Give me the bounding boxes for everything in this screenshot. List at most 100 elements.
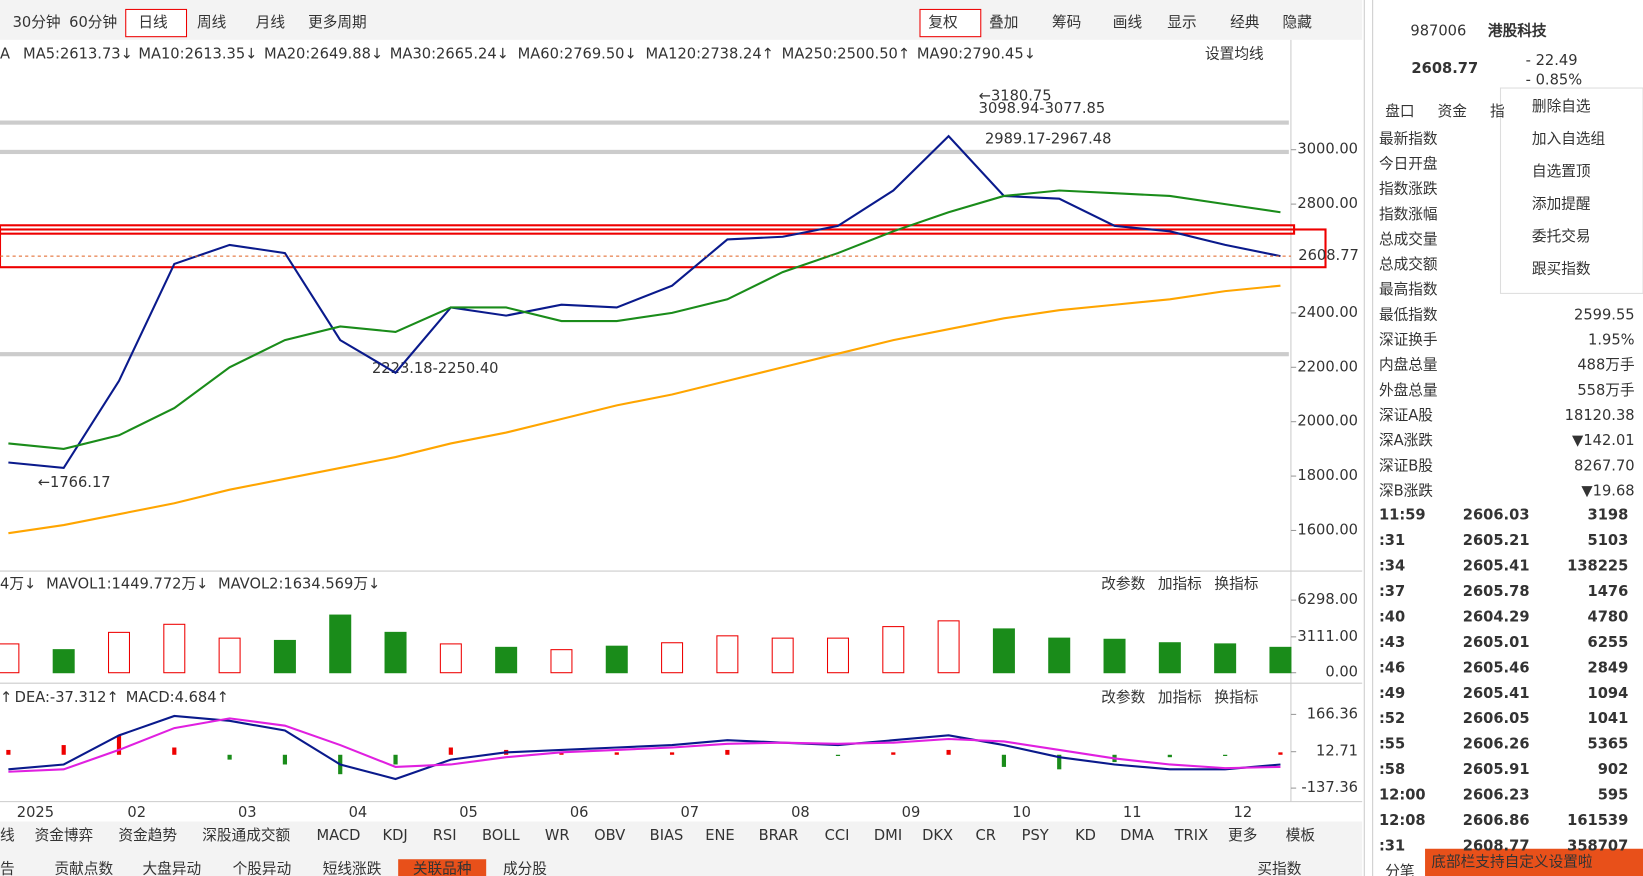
indicator-tab[interactable]: OBV <box>594 827 625 844</box>
tool-button[interactable]: 筹码 <box>1052 14 1081 31</box>
indicator-tab[interactable]: 资金博弈 <box>35 827 94 844</box>
tick-time: 12:00 <box>1379 787 1426 804</box>
y-tick-label: 0.00 <box>1325 664 1358 681</box>
indicator-tab[interactable]: ENE <box>705 827 734 844</box>
panel-button[interactable]: 加指标 <box>1158 689 1202 706</box>
menu-item[interactable]: 加入自选组 <box>1532 130 1606 147</box>
tool-button[interactable]: 经典 <box>1230 14 1260 31</box>
macd-bar <box>6 749 11 755</box>
row-value: 8267.70 <box>1574 457 1635 474</box>
panel-button[interactable]: 换指标 <box>1214 689 1258 706</box>
menu-item[interactable]: 委托交易 <box>1532 227 1591 245</box>
panel-button[interactable]: 改参数 <box>1101 576 1145 593</box>
tick-time: :58 <box>1379 761 1405 778</box>
bottom-tab[interactable]: 关联品种 <box>413 861 472 876</box>
indicator-tab[interactable]: BOLL <box>482 827 520 844</box>
annotation: 2223.18-2250.40 <box>372 360 499 377</box>
indicator-tab[interactable]: CCI <box>825 827 850 844</box>
bottom-tab[interactable]: 短线涨跌 <box>323 861 382 876</box>
indicator-tab[interactable]: PSY <box>1022 827 1049 844</box>
period-tab[interactable]: 30分钟 <box>13 14 61 31</box>
panel-tab[interactable]: 盘口 <box>1385 102 1414 120</box>
tool-button[interactable]: 画线 <box>1113 14 1143 31</box>
indicator-legend: ↑ <box>0 689 12 706</box>
bottom-tab[interactable]: 成分股 <box>503 861 547 876</box>
macd-bar <box>172 747 177 755</box>
bottom-tab[interactable]: 个股异动 <box>233 861 292 876</box>
tab-active <box>125 8 188 38</box>
tick-time: :46 <box>1379 659 1405 676</box>
bottom-bar <box>0 821 1363 876</box>
indicator-legend: 4万↓ <box>0 576 36 593</box>
indicator-tab[interactable]: KD <box>1075 827 1096 844</box>
indicator-tab[interactable]: 深股通成交额 <box>202 826 290 844</box>
panel-button[interactable]: 换指标 <box>1214 576 1258 593</box>
indicator-tab[interactable]: DMA <box>1120 827 1154 844</box>
buy-button[interactable]: 买指数 <box>1257 861 1301 876</box>
row-value: ▼142.01 <box>1572 432 1635 449</box>
highlight-box <box>0 228 1327 269</box>
ma-legend: MA5:2613.73↓ <box>23 45 133 62</box>
volume-bar <box>826 637 849 674</box>
macd-bar <box>393 754 398 765</box>
tick-price: 2606.05 <box>1463 710 1530 727</box>
tick-time: :34 <box>1379 557 1405 574</box>
tool-button[interactable]: 隐藏 <box>1283 14 1313 31</box>
indicator-tab[interactable]: DMI <box>874 827 902 844</box>
panel-button[interactable]: 改参数 <box>1101 689 1145 706</box>
indicator-tab[interactable]: BIAS <box>650 827 684 844</box>
indicator-tab[interactable]: WR <box>545 827 570 844</box>
macd-bar <box>1167 754 1172 758</box>
tool-button[interactable]: 叠加 <box>989 14 1018 31</box>
period-tab[interactable]: 周线 <box>197 14 227 31</box>
macd-bar <box>891 752 896 755</box>
tick-volume: 358707 <box>1567 838 1628 855</box>
volume-bar <box>1269 646 1292 674</box>
row-label: 今日开盘 <box>1379 155 1438 173</box>
y-tick-label: 1800.00 <box>1297 467 1358 484</box>
menu-item[interactable]: 添加提醒 <box>1532 195 1591 212</box>
indicator-tab[interactable]: TRIX <box>1174 827 1209 844</box>
panel-tab[interactable]: 指 <box>1490 103 1505 120</box>
period-tab[interactable]: 60分钟 <box>69 14 117 31</box>
indicator-tab[interactable]: MACD <box>316 827 360 844</box>
indicator-tab[interactable]: 更多 <box>1228 827 1257 844</box>
volume-bar <box>439 643 462 674</box>
volume-bar <box>495 646 518 674</box>
ma-setting[interactable]: 设置均线 <box>1205 45 1264 62</box>
indicator-tab[interactable]: BRAR <box>759 827 799 844</box>
tick-time: :40 <box>1379 608 1405 625</box>
period-tab[interactable]: 日线 <box>138 14 168 31</box>
indicator-tab[interactable]: 资金趋势 <box>118 827 177 844</box>
row-label: 指数涨跌 <box>1379 181 1438 198</box>
tick-time: 12:08 <box>1379 812 1426 829</box>
change: - 22.49 <box>1526 52 1578 69</box>
panel-tab[interactable]: 资金 <box>1438 103 1468 120</box>
annotation: 2989.17-2967.48 <box>985 130 1112 147</box>
tick-volume: 161539 <box>1567 812 1628 829</box>
y-tick-label: 6298.00 <box>1297 591 1358 608</box>
menu-item[interactable]: 跟买指数 <box>1532 260 1591 277</box>
bottom-tab[interactable]: 大盘异动 <box>143 860 202 876</box>
split-tab[interactable]: 分笔 <box>1385 863 1414 876</box>
tick-volume: 4780 <box>1588 608 1629 625</box>
period-tab[interactable]: 更多周期 <box>308 14 367 31</box>
menu-item[interactable]: 删除自选 <box>1532 98 1591 115</box>
bottom-tab[interactable]: 贡献点数 <box>54 861 113 876</box>
indicator-tab[interactable]: 线 <box>0 827 15 844</box>
indicator-tab[interactable]: CR <box>976 827 996 844</box>
tool-button[interactable]: 复权 <box>928 13 958 31</box>
price: 2608.77 <box>1411 60 1478 77</box>
period-tab[interactable]: 月线 <box>256 14 286 31</box>
panel-button[interactable]: 加指标 <box>1158 576 1202 593</box>
bottom-tab[interactable]: 告 <box>0 861 15 876</box>
menu-item[interactable]: 自选置顶 <box>1532 163 1591 180</box>
macd-bar <box>1057 754 1062 770</box>
indicator-tab[interactable]: 模板 <box>1286 826 1316 844</box>
tool-button[interactable]: 显示 <box>1167 14 1196 31</box>
indicator-tab[interactable]: DKX <box>922 827 953 844</box>
indicator-tab[interactable]: KDJ <box>382 827 407 844</box>
indicator-tab[interactable]: RSI <box>433 827 457 844</box>
tick-price: 2606.03 <box>1463 507 1530 524</box>
